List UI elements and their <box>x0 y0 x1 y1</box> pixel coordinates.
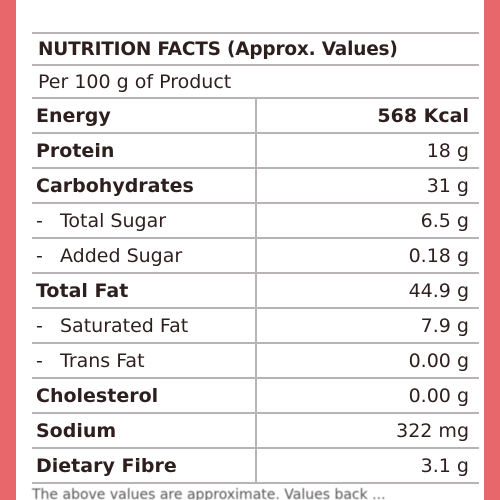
nutrient-label: Energy <box>32 98 257 134</box>
nutrient-value: 0.00 g <box>255 343 479 379</box>
table-row-added-sugar: - Added Sugar 0.18 g <box>32 238 479 274</box>
per-serving-label: Per 100 g of Product <box>32 65 479 99</box>
nutrition-facts-title: NUTRITION FACTS (Approx. Values) <box>32 32 479 66</box>
nutrient-label: Total Sugar <box>60 209 167 232</box>
nutrient-label: Cholesterol <box>32 378 257 414</box>
nutrient-label-cell: - Total Sugar <box>32 203 257 239</box>
nutrient-label: Trans Fat <box>60 349 145 372</box>
nutrient-label: Saturated Fat <box>60 314 189 337</box>
table-row-carbohydrates: Carbohydrates 31 g <box>32 168 479 204</box>
nutrient-label: Total Fat <box>32 273 257 309</box>
nutrient-value: 7.9 g <box>255 308 479 344</box>
nutrient-value: 0.18 g <box>255 238 479 274</box>
nutrient-label: Carbohydrates <box>32 168 257 204</box>
nutrient-value: 6.5 g <box>255 203 479 239</box>
nutrient-label-cell: - Saturated Fat <box>32 308 257 344</box>
nutrient-label: Added Sugar <box>60 244 183 267</box>
nutrient-value: 3.1 g <box>255 448 479 484</box>
sub-item-dash: - <box>36 244 43 267</box>
nutrient-label: Dietary Fibre <box>32 448 257 484</box>
table-row-cholesterol: Cholesterol 0.00 g <box>32 378 479 414</box>
nutrient-value: 44.9 g <box>255 273 479 309</box>
sub-item-dash: - <box>36 314 43 337</box>
table-row-saturated-fat: - Saturated Fat 7.9 g <box>32 308 479 344</box>
nutrient-value: 18 g <box>255 133 479 169</box>
nutrient-value: 322 mg <box>255 413 479 449</box>
table-row-dietary-fibre: Dietary Fibre 3.1 g <box>32 448 479 484</box>
nutrition-panel: NUTRITION FACTS (Approx. Values) Per 100… <box>16 0 484 500</box>
sub-item-dash: - <box>36 349 43 372</box>
table-row-total-sugar: - Total Sugar 6.5 g <box>32 203 479 239</box>
nutrient-label-cell: - Trans Fat <box>32 343 257 379</box>
table-row-trans-fat: - Trans Fat 0.00 g <box>32 343 479 379</box>
table-row-sodium: Sodium 322 mg <box>32 413 479 449</box>
nutrition-facts-table: NUTRITION FACTS (Approx. Values) Per 100… <box>32 32 479 484</box>
table-row-protein: Protein 18 g <box>32 133 479 169</box>
nutrient-value: 31 g <box>255 168 479 204</box>
nutrient-label: Sodium <box>32 413 257 449</box>
table-row-total-fat: Total Fat 44.9 g <box>32 273 479 309</box>
table-title-row: NUTRITION FACTS (Approx. Values) <box>32 32 479 66</box>
sub-item-dash: - <box>36 209 43 232</box>
footer-disclaimer: The above values are approximate. Values… <box>32 487 386 500</box>
table-row-energy: Energy 568 Kcal <box>32 98 479 134</box>
table-subtitle-row: Per 100 g of Product <box>32 65 479 99</box>
nutrient-label-cell: - Added Sugar <box>32 238 257 274</box>
nutrient-value: 0.00 g <box>255 378 479 414</box>
nutrient-label: Protein <box>32 133 257 169</box>
nutrient-value: 568 Kcal <box>255 98 479 134</box>
